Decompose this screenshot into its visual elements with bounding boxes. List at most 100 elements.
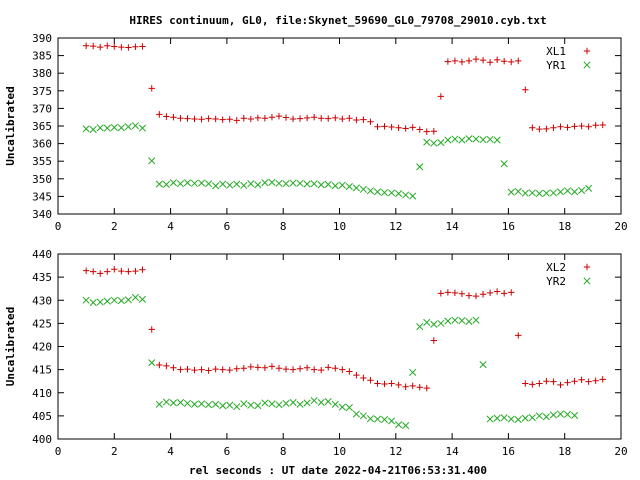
data-point-yr1 (570, 188, 579, 196)
data-point-yr2 (310, 397, 318, 405)
data-point-yr2 (549, 411, 557, 419)
data-point-yr1 (528, 189, 536, 197)
data-point-xl1 (402, 125, 409, 132)
data-point-xl2 (254, 364, 262, 371)
data-point-xl2 (163, 362, 170, 370)
data-point-yr1 (444, 136, 452, 144)
data-point-yr1 (205, 180, 213, 188)
data-point-yr1 (117, 124, 125, 132)
data-point-xl1 (437, 93, 445, 100)
data-point-xl2 (303, 364, 311, 371)
x-tick-label: 18 (558, 220, 571, 233)
data-point-yr2 (352, 410, 360, 418)
data-point-yr1 (578, 186, 586, 194)
data-point-yr2 (430, 320, 438, 328)
chart-title: HIRES continuum, GL0, file:Skynet_59690_… (129, 14, 546, 27)
data-point-xl2 (275, 365, 283, 372)
data-point-xl2 (360, 374, 367, 382)
data-point-yr2 (289, 398, 297, 407)
data-point-xl2 (564, 379, 571, 386)
data-point-yr1 (124, 123, 132, 131)
data-point-yr1 (138, 124, 147, 132)
data-point-xl2 (571, 377, 578, 385)
data-point-xl2 (310, 366, 318, 373)
legend-label: XL2 (546, 261, 566, 274)
data-point-xl2 (486, 289, 494, 297)
data-point-xl2 (550, 378, 557, 385)
data-point-yr1 (148, 157, 156, 165)
data-point-xl1 (261, 115, 269, 122)
y-tick-label: 350 (32, 173, 52, 186)
data-point-xl2 (437, 290, 445, 297)
data-point-yr2 (416, 323, 424, 331)
data-point-yr2 (198, 400, 206, 408)
data-point-xl2 (529, 381, 536, 388)
data-point-xl2 (465, 292, 473, 299)
data-point-yr1 (219, 180, 227, 188)
data-point-yr2 (176, 398, 185, 407)
y-tick-label: 410 (32, 387, 52, 400)
x-tick-label: 10 (333, 445, 346, 458)
data-point-yr1 (317, 181, 325, 189)
x-tick-label: 16 (502, 445, 515, 458)
x-tick-label: 2 (111, 220, 118, 233)
y-tick-label: 440 (32, 248, 52, 261)
data-point-xl2 (353, 371, 360, 379)
data-point-yr1 (183, 179, 192, 187)
data-point-xl1 (177, 115, 184, 122)
data-point-xl1 (550, 124, 557, 131)
data-point-yr2 (444, 317, 452, 325)
data-point-yr2 (359, 412, 367, 420)
data-point-xl1 (275, 112, 283, 120)
data-point-yr2 (254, 402, 262, 410)
legend-label: XL1 (546, 45, 566, 58)
data-point-yr1 (500, 160, 508, 168)
data-point-xl2 (557, 381, 564, 389)
y-tick-label: 360 (32, 138, 52, 151)
data-point-xl2 (430, 337, 438, 344)
x-tick-label: 6 (224, 445, 231, 458)
data-point-xl1 (318, 115, 325, 122)
y-tick-label: 370 (32, 102, 52, 115)
x-tick-label: 8 (280, 220, 287, 233)
data-point-yr2 (296, 400, 304, 408)
data-point-xl2 (381, 380, 388, 388)
data-point-xl1 (247, 115, 255, 123)
data-point-xl1 (156, 111, 163, 118)
data-point-yr2 (331, 400, 339, 408)
data-point-yr2 (317, 398, 325, 407)
data-point-yr2 (226, 401, 234, 409)
data-point-xl1 (118, 43, 125, 51)
data-point-xl1 (458, 58, 466, 66)
data-point-yr1 (549, 189, 557, 197)
data-point-xl1 (493, 56, 501, 64)
x-tick-label: 16 (502, 220, 515, 233)
data-point-xl1 (240, 115, 247, 122)
x-tick-label: 20 (614, 445, 627, 458)
data-point-yr2 (345, 403, 353, 412)
data-point-xl1 (289, 115, 297, 123)
data-point-xl1 (184, 115, 191, 122)
data-point-yr2 (96, 298, 104, 306)
data-point-xl1 (254, 114, 262, 122)
data-point-xl2 (599, 376, 606, 383)
data-point-yr1 (82, 125, 90, 133)
data-point-xl1 (416, 126, 423, 133)
y-tick-label: 375 (32, 85, 52, 98)
data-point-yr1 (423, 138, 431, 146)
legend-marker (583, 61, 591, 69)
x-tick-label: 4 (167, 445, 174, 458)
data-point-yr1 (514, 187, 522, 196)
data-point-xl1 (381, 123, 388, 130)
data-point-yr2 (507, 415, 515, 423)
data-point-xl1 (310, 114, 318, 121)
data-point-yr1 (388, 189, 396, 197)
data-point-xl1 (139, 43, 146, 50)
data-point-xl1 (500, 58, 508, 65)
x-tick-label: 18 (558, 445, 571, 458)
data-point-xl2 (125, 268, 132, 275)
data-point-xl1 (360, 116, 367, 123)
data-point-yr2 (437, 319, 445, 327)
data-point-xl2 (111, 266, 118, 273)
